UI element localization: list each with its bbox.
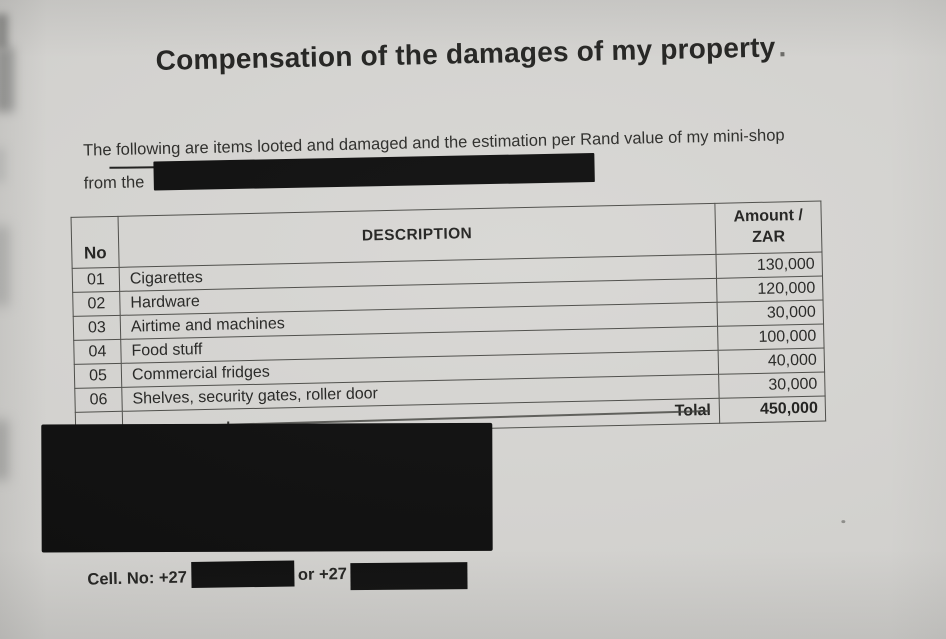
- intro-text-line2-prefix: from the: [83, 173, 145, 193]
- row-no: 03: [73, 315, 121, 341]
- title-period: .: [778, 31, 787, 63]
- paper-edge-shadow: [0, 226, 9, 306]
- damages-table: No DESCRIPTION Amount / ZAR 01 Cigarette…: [70, 200, 827, 438]
- row-no: 06: [74, 387, 123, 413]
- row-no: 05: [74, 363, 122, 389]
- header-no: No: [71, 216, 120, 269]
- row-amount: 120,000: [716, 276, 824, 303]
- cell-number-label: Cell. No: +27: [87, 567, 188, 589]
- header-amount-line2: ZAR: [751, 228, 786, 247]
- paper-edge-shadow: [0, 14, 8, 50]
- redaction-bar-phone-1: [190, 560, 295, 589]
- or-label: or +27: [297, 564, 348, 584]
- header-amount-line1: Amount /: [733, 207, 804, 226]
- row-amount: 100,000: [717, 324, 825, 351]
- row-no: 04: [73, 339, 122, 365]
- row-amount: 30,000: [718, 371, 826, 399]
- row-amount: 130,000: [715, 252, 823, 279]
- redaction-block-details: [41, 422, 493, 553]
- paper-edge-shadow: [0, 420, 8, 480]
- row-no: 01: [72, 267, 120, 293]
- paper-edge-shadow: [0, 148, 5, 182]
- redaction-bar-phone-2: [349, 561, 468, 590]
- row-amount: 30,000: [717, 300, 824, 327]
- row-no: 02: [72, 291, 121, 317]
- document-page: Compensation of the damages of my proper…: [18, 0, 944, 639]
- paper-edge-shadow: [0, 48, 14, 112]
- contact-line: Cell. No: +27 or +27: [87, 555, 468, 595]
- row-amount: 40,000: [718, 347, 825, 375]
- document-title-text: Compensation of the damages of my proper…: [155, 31, 776, 77]
- header-amount: Amount / ZAR: [714, 201, 822, 255]
- underline-mark: [109, 166, 157, 169]
- paper-speck: [841, 520, 846, 524]
- document-title: Compensation of the damages of my proper…: [19, 28, 923, 80]
- redaction-bar-source: [153, 153, 595, 191]
- total-amount: 450,000: [719, 395, 826, 424]
